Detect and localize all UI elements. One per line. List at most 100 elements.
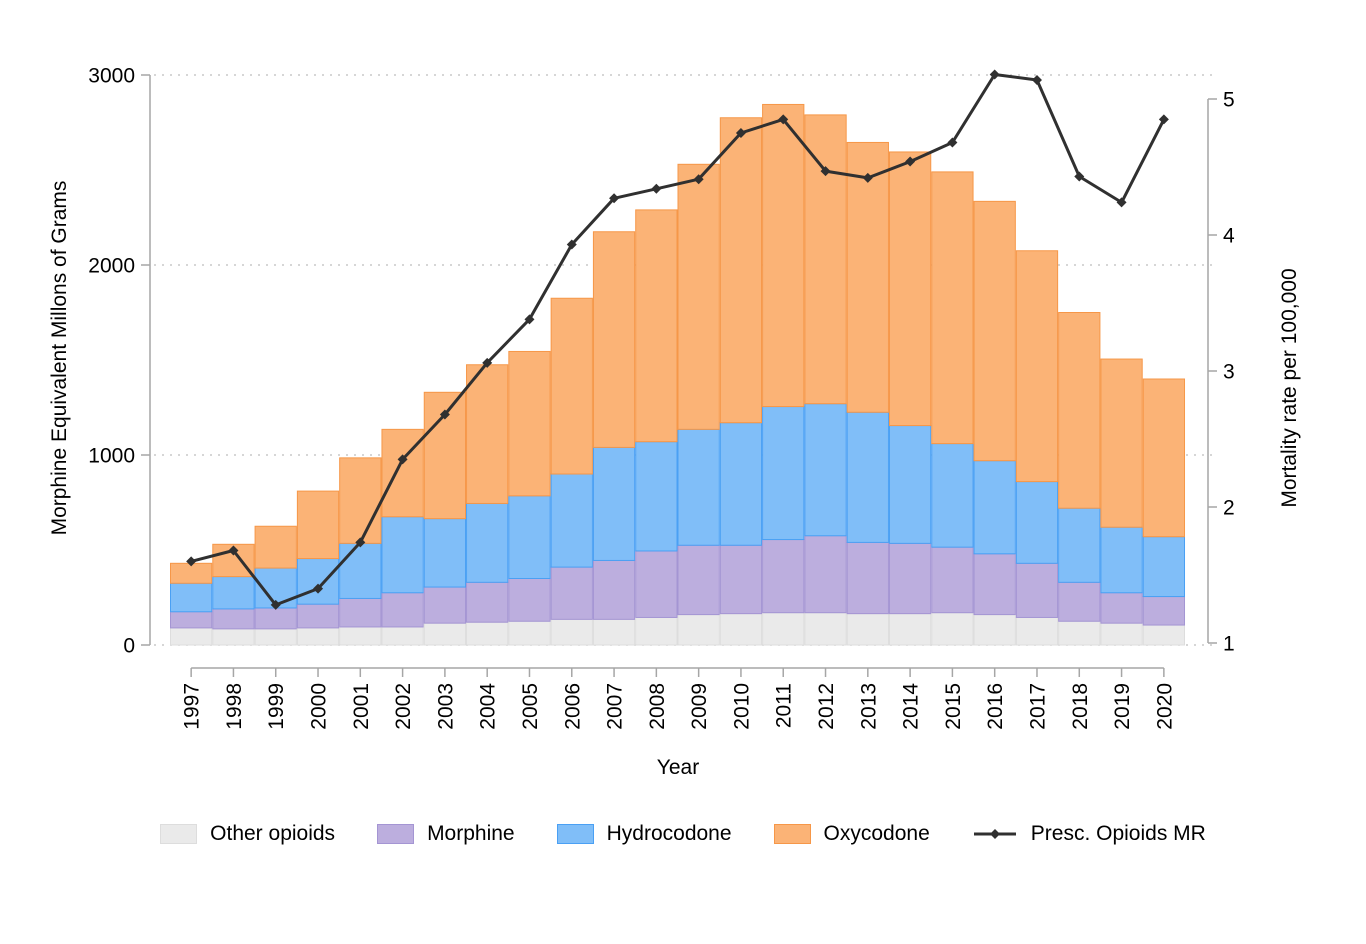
line-marker-2017: [1031, 74, 1042, 85]
right-axis-tick-label: 4: [1223, 225, 1235, 248]
bar-segment-morphine-2010: [719, 544, 763, 615]
bar-segment-hydrocodone-2008: [635, 441, 678, 552]
right-axis-title: Mortality rate per 100,000: [1278, 268, 1301, 508]
line-marker-1998: [228, 545, 239, 556]
bar-segment-oxycodone-1999: [254, 525, 297, 569]
bar-segment-other-opioids-2016: [973, 614, 1016, 646]
bar-segment-morphine-1998: [212, 608, 255, 630]
line-marker-2014: [905, 156, 916, 167]
bar-segment-morphine-2009: [677, 544, 720, 616]
bar-segment-oxycodone-2005: [508, 350, 551, 497]
legend-line-marker-icon: [973, 829, 1016, 839]
bar-segment-hydrocodone-1998: [212, 576, 255, 610]
bar-segment-other-opioids-2000: [296, 627, 340, 646]
bar-segment-oxycodone-2000: [296, 490, 340, 560]
x-axis-tick-label: 2020: [1153, 683, 1176, 730]
bar-segment-other-opioids-2011: [762, 612, 805, 646]
bar-segment-hydrocodone-2002: [381, 516, 424, 594]
bar-segment-morphine-2007: [592, 559, 636, 620]
bar-segment-hydrocodone-2003: [423, 518, 467, 588]
line-marker-1999: [270, 599, 281, 610]
bar-segment-oxycodone-2004: [466, 364, 509, 504]
line-marker-2012: [820, 166, 831, 177]
x-axis-tick-label: 2004: [477, 683, 500, 730]
bar-segment-oxycodone-2006: [550, 297, 593, 475]
left-axis-tick-label: 2000: [88, 255, 135, 278]
line-marker-2018: [1074, 171, 1085, 182]
legend-item-oxycodone: Oxycodone: [773, 822, 930, 846]
line-marker-2000: [313, 583, 324, 594]
line-marker-2008: [651, 183, 662, 194]
line-marker-2007: [609, 193, 620, 204]
bar-segment-morphine-2013: [846, 541, 889, 615]
bar-segment-hydrocodone-2001: [339, 542, 382, 599]
line-marker-2016: [989, 69, 1000, 80]
legend-label: Other opioids: [210, 822, 336, 845]
bar-segment-oxycodone-2013: [846, 141, 889, 413]
bar-segment-oxycodone-2008: [635, 209, 678, 443]
bar-segment-hydrocodone-2017: [1015, 481, 1059, 564]
legend-label: Oxycodone: [823, 822, 930, 845]
line-marker-2006: [566, 239, 577, 250]
bar-segment-other-opioids-2006: [550, 618, 593, 646]
bar-segment-hydrocodone-2011: [762, 406, 805, 541]
bar-segment-other-opioids-1998: [212, 628, 255, 646]
bar-segment-other-opioids-2013: [846, 613, 889, 646]
right-axis-tick-label: 2: [1223, 497, 1235, 520]
bar-segment-other-opioids-2017: [1015, 616, 1059, 646]
left-axis-tick-label: 0: [123, 635, 135, 658]
line-marker-2009: [693, 174, 704, 185]
line-marker-2001: [355, 537, 366, 548]
bar-segment-hydrocodone-2000: [296, 558, 340, 605]
bar-segment-oxycodone-2011: [762, 103, 805, 408]
x-axis-tick-label: 2015: [942, 683, 965, 730]
line-marker-2010: [735, 128, 746, 138]
mortality-line: [189, 73, 1166, 607]
line-marker-2003: [439, 409, 450, 420]
bar-segment-morphine-2018: [1058, 581, 1101, 622]
bar-segment-oxycodone-2009: [677, 163, 720, 430]
bar-segment-other-opioids-2002: [381, 626, 424, 646]
bar-segment-other-opioids-1999: [254, 628, 297, 646]
line-marker-2002: [397, 454, 408, 465]
bar-segment-oxycodone-2016: [973, 200, 1016, 462]
bar-segment-other-opioids-2003: [423, 622, 467, 646]
x-axis-tick-label: 2017: [1027, 683, 1050, 730]
bar-segment-other-opioids-2012: [804, 612, 847, 646]
bar-segment-morphine-1999: [254, 607, 297, 630]
bar-segment-other-opioids-2009: [677, 614, 720, 646]
legend-label: Morphine: [427, 822, 515, 845]
bar-segment-other-opioids-2004: [466, 621, 509, 646]
line-marker-2020: [1158, 114, 1169, 125]
bar-segment-other-opioids-1997: [170, 627, 213, 646]
bar-segment-morphine-2015: [931, 546, 974, 614]
line-marker-2015: [947, 137, 958, 148]
bar-segment-hydrocodone-2005: [508, 495, 551, 580]
x-axis-tick-label: 2009: [688, 683, 711, 730]
diamond-marker-icon: [989, 829, 1000, 839]
bar-segment-hydrocodone-2019: [1100, 526, 1143, 594]
left-axis-tick-label: 1000: [88, 445, 135, 468]
bar-segment-oxycodone-2001: [339, 457, 382, 544]
bar-segment-morphine-2012: [804, 535, 847, 614]
bar-segment-morphine-2017: [1015, 562, 1059, 618]
bar-segment-oxycodone-2017: [1015, 250, 1059, 483]
bar-segment-other-opioids-2001: [339, 626, 382, 646]
x-axis-tick-label: 2006: [561, 683, 584, 730]
bar-segment-other-opioids-2019: [1100, 622, 1143, 646]
bar-segment-other-opioids-2005: [508, 620, 551, 646]
x-axis-tick-label: 2018: [1069, 683, 1092, 730]
bar-segment-hydrocodone-2014: [888, 425, 932, 544]
bar-segment-morphine-2002: [381, 592, 424, 628]
bar-segment-hydrocodone-2013: [846, 411, 889, 543]
x-axis-tick-label: 2007: [604, 683, 627, 730]
legend-label: Presc. Opioids MR: [1030, 822, 1206, 845]
line-marker-2019: [1116, 197, 1127, 208]
x-axis-tick-label: 2012: [815, 683, 838, 730]
bar-segment-morphine-2001: [339, 597, 382, 628]
legend-swatch-icon: [377, 824, 415, 844]
bar-segment-morphine-2004: [466, 581, 509, 623]
bar-segment-other-opioids-2014: [888, 613, 932, 646]
legend: Other opioids Morphine Hydrocodone Oxycodon…: [0, 822, 1366, 846]
